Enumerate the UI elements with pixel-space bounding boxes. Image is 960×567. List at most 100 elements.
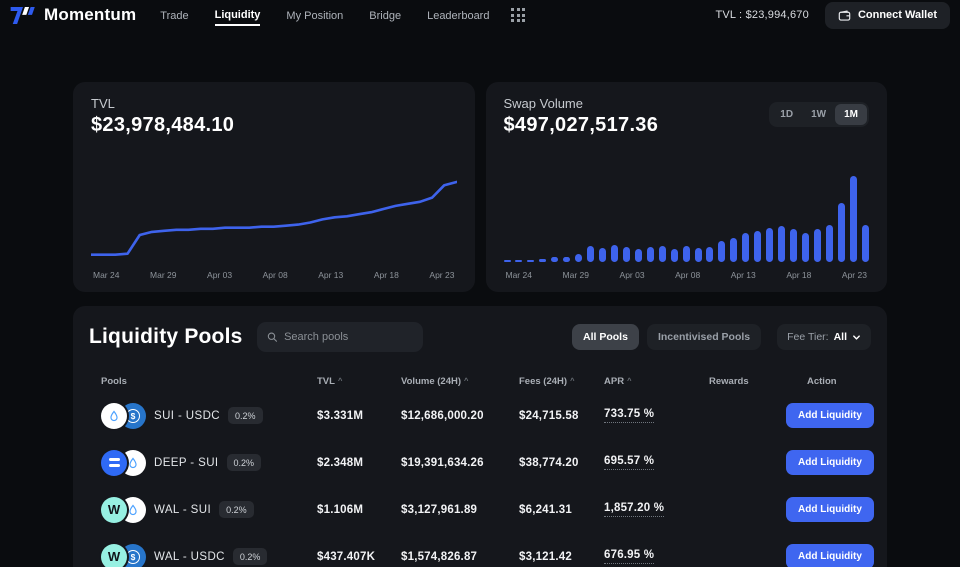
fee-badge: 0.2% (219, 501, 254, 518)
pool-pair-name: DEEP - SUI (154, 456, 219, 469)
pool-apr-value: 733.75 % (604, 408, 709, 423)
fee-tier-dropdown[interactable]: Fee Tier: All (777, 324, 871, 350)
volume-bar (622, 246, 630, 262)
column-header-fees-24h-[interactable]: Fees (24H) ^ (519, 376, 604, 387)
pool-row-deep-sui[interactable]: DEEP - SUI 0.2% $2.348M $19,391,634.26 $38,7… (89, 439, 874, 486)
fee-tier-label: Fee Tier: (787, 331, 829, 343)
sort-caret-icon[interactable]: ^ (627, 375, 632, 385)
pool-fees-value: $3,121.42 (519, 550, 572, 563)
x-tick: Apr 18 (786, 270, 812, 280)
pools-table-body: $ SUI - USDC 0.2% $3.331M $12,686,000.20 $24,… (89, 392, 874, 567)
add-liquidity-button[interactable]: Add Liquidity (786, 450, 874, 475)
pool-action-cell: Add Liquidity (786, 497, 874, 522)
volume-bar (718, 240, 726, 262)
apr-underlined[interactable]: 1,857.20 % (604, 502, 665, 517)
apps-grid-icon[interactable] (511, 8, 526, 22)
x-tick: Mar 24 (93, 270, 120, 280)
pool-pair-cell: W WAL - SUI 0.2% (101, 496, 317, 523)
column-header-pools: Pools (101, 376, 317, 387)
x-tick: Apr 03 (619, 270, 645, 280)
pool-pair-cell: DEEP - SUI 0.2% (101, 449, 317, 476)
apr-underlined[interactable]: 733.75 % (604, 408, 655, 423)
pool-row-wal-usdc[interactable]: W $ WAL - USDC 0.2% $437.407K $1,574,826.87 $3… (89, 533, 874, 567)
bars-glyph (108, 457, 120, 468)
tvl-card: TVL $23,978,484.10 Mar 24 Mar 29 Apr 03 Apr… (73, 82, 475, 292)
sort-caret-icon[interactable]: ^ (570, 375, 575, 385)
volume-bar (646, 246, 654, 262)
volume-bar (563, 256, 571, 262)
column-header-rewards: Rewards (709, 376, 786, 387)
volume-bar (634, 248, 642, 262)
x-tick: Apr 08 (675, 270, 701, 280)
pool-pair-name: SUI - USDC (154, 409, 220, 422)
period-button-1d[interactable]: 1D (771, 104, 802, 125)
volume-bar (801, 233, 809, 262)
tab-all-pools[interactable]: All Pools (572, 324, 639, 350)
x-tick: Apr 23 (429, 270, 455, 280)
volume-bar (837, 202, 845, 262)
nav-item-leaderboard[interactable]: Leaderboard (427, 9, 490, 22)
pool-tvl-value: $437.407K (317, 550, 376, 563)
apr-underlined[interactable]: 676.95 % (604, 549, 655, 564)
column-header-action: Action (786, 376, 871, 387)
x-tick: Apr 13 (730, 270, 756, 280)
search-pools-box[interactable] (256, 322, 423, 352)
nav-item-bridge[interactable]: Bridge (369, 9, 402, 22)
liquidity-pools-card: Liquidity Pools All Pools Incentivised Po… (73, 306, 887, 567)
pool-apr-value: 676.95 % (604, 549, 709, 564)
pool-tvl-value: $3.331M (317, 409, 364, 422)
nav-item-my-position[interactable]: My Position (286, 9, 344, 22)
brand[interactable]: Momentum (10, 5, 136, 25)
pool-action-cell: Add Liquidity (786, 450, 874, 475)
nav-item-trade[interactable]: Trade (160, 9, 189, 22)
column-header-apr[interactable]: APR ^ (604, 376, 709, 387)
wal-icon: W (101, 496, 127, 523)
pool-volume-value: $19,391,634.26 (401, 456, 484, 469)
volume-bar (706, 246, 714, 262)
pool-pair-name: WAL - SUI (154, 503, 212, 516)
pool-volume-value: $1,574,826.87 (401, 550, 478, 563)
period-button-1m[interactable]: 1M (835, 104, 867, 125)
connect-wallet-label: Connect Wallet (857, 9, 937, 21)
tab-incentivised-pools[interactable]: Incentivised Pools (646, 324, 762, 350)
column-label: Rewards (709, 375, 749, 387)
pool-row-wal-sui[interactable]: W WAL - SUI 0.2% $1.106M $3,127,961.89 $6,241… (89, 486, 874, 533)
pool-tabs: All Pools Incentivised Pools (572, 324, 762, 350)
volume-bar (813, 229, 821, 262)
pool-action-cell: Add Liquidity (786, 403, 874, 428)
sui-icon (101, 402, 127, 429)
period-button-1w[interactable]: 1W (802, 104, 835, 125)
column-header-tvl[interactable]: TVL ^ (317, 376, 401, 387)
volume-bar (754, 231, 762, 262)
wallet-icon (838, 9, 851, 21)
search-pools-input[interactable] (284, 331, 413, 343)
pool-fees-value: $24,715.58 (519, 409, 579, 422)
volume-bar (682, 245, 690, 262)
apr-underlined[interactable]: 695.57 % (604, 455, 655, 470)
volume-bar (539, 258, 547, 262)
nav-item-liquidity[interactable]: Liquidity (214, 5, 261, 26)
volume-bar (575, 253, 583, 262)
volume-bar (861, 225, 869, 262)
pool-tvl-value: $1.106M (317, 503, 364, 516)
volume-bar (730, 238, 738, 262)
add-liquidity-button[interactable]: Add Liquidity (786, 403, 874, 428)
swap-volume-label: Swap Volume (503, 96, 584, 111)
search-icon (267, 332, 277, 342)
x-tick: Apr 18 (373, 270, 399, 280)
add-liquidity-button[interactable]: Add Liquidity (786, 497, 874, 522)
column-label: Volume (24H) (401, 375, 462, 387)
x-tick: Apr 03 (207, 270, 233, 280)
pool-action-cell: Add Liquidity (786, 544, 874, 567)
volume-bar (551, 256, 559, 262)
fee-badge: 0.2% (227, 407, 263, 424)
connect-wallet-button[interactable]: Connect Wallet (824, 1, 950, 29)
pool-row-sui-usdc[interactable]: $ SUI - USDC 0.2% $3.331M $12,686,000.20 $24,… (89, 392, 874, 439)
column-label: TVL (317, 375, 335, 387)
dollar-glyph: $ (126, 549, 140, 564)
column-label: Action (807, 375, 837, 387)
column-header-volume-24h-[interactable]: Volume (24H) ^ (401, 376, 519, 387)
add-liquidity-button[interactable]: Add Liquidity (786, 544, 874, 567)
sort-caret-icon[interactable]: ^ (337, 375, 343, 385)
sort-caret-icon[interactable]: ^ (464, 375, 469, 385)
